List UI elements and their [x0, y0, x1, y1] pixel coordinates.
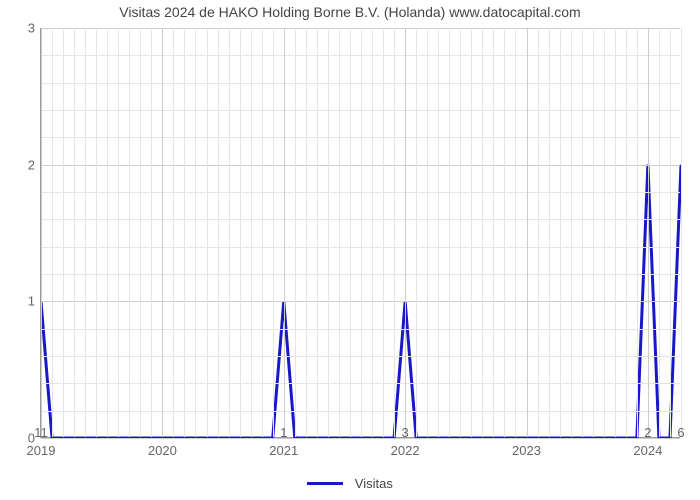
grid-line-v [571, 28, 572, 437]
grid-line-v [681, 28, 682, 437]
value-label: 6 [677, 425, 684, 440]
grid-line-v [85, 28, 86, 437]
grid-line-v [339, 28, 340, 437]
grid-line-v [471, 28, 472, 437]
grid-line-v [582, 28, 583, 437]
grid-line-v [74, 28, 75, 437]
legend-label: Visitas [355, 476, 393, 491]
grid-line-v [659, 28, 660, 437]
grid-line-v [350, 28, 351, 437]
grid-line-v [129, 28, 130, 437]
grid-line-v [615, 28, 616, 437]
grid-line-v [229, 28, 230, 437]
grid-line-v [262, 28, 263, 437]
grid-line-v [41, 28, 42, 437]
grid-line-v [140, 28, 141, 437]
x-tick-label: 2024 [633, 437, 662, 458]
grid-line-v [361, 28, 362, 437]
grid-line-v [604, 28, 605, 437]
grid-line-v [449, 28, 450, 437]
x-tick-label: 2020 [148, 437, 177, 458]
grid-line-v [328, 28, 329, 437]
plot-area: 0123201920202021202220232024111326 [40, 28, 680, 438]
grid-line-v [416, 28, 417, 437]
grid-line-v [405, 28, 406, 437]
grid-line-v [549, 28, 550, 437]
grid-line-v [151, 28, 152, 437]
y-tick-label: 2 [28, 157, 41, 172]
y-tick-label: 1 [28, 294, 41, 309]
x-tick-label: 2019 [27, 437, 56, 458]
grid-line-v [207, 28, 208, 437]
grid-line-v [482, 28, 483, 437]
x-tick-label: 2021 [269, 437, 298, 458]
grid-line-h [41, 438, 680, 439]
legend: Visitas [0, 475, 700, 491]
grid-line-v [295, 28, 296, 437]
grid-line-v [427, 28, 428, 437]
grid-line-v [52, 28, 53, 437]
grid-line-v [593, 28, 594, 437]
grid-line-v [538, 28, 539, 437]
grid-line-v [383, 28, 384, 437]
grid-line-v [273, 28, 274, 437]
grid-line-v [162, 28, 163, 437]
grid-line-v [504, 28, 505, 437]
grid-line-v [626, 28, 627, 437]
grid-line-v [527, 28, 528, 437]
grid-line-v [96, 28, 97, 437]
grid-line-v [317, 28, 318, 437]
value-label: 3 [402, 425, 409, 440]
grid-line-v [218, 28, 219, 437]
value-label: 2 [644, 425, 651, 440]
grid-line-v [372, 28, 373, 437]
grid-line-v [515, 28, 516, 437]
y-tick-label: 3 [28, 21, 41, 36]
grid-line-v [195, 28, 196, 437]
grid-line-v [251, 28, 252, 437]
grid-line-v [107, 28, 108, 437]
x-tick-label: 2023 [512, 437, 541, 458]
grid-line-v [394, 28, 395, 437]
grid-line-v [173, 28, 174, 437]
grid-line-v [670, 28, 671, 437]
grid-line-v [460, 28, 461, 437]
grid-line-v [637, 28, 638, 437]
x-tick-label: 2022 [391, 437, 420, 458]
grid-line-v [184, 28, 185, 437]
grid-line-v [118, 28, 119, 437]
grid-line-v [438, 28, 439, 437]
grid-line-v [284, 28, 285, 437]
grid-line-v [63, 28, 64, 437]
grid-line-v [648, 28, 649, 437]
chart-container: Visitas 2024 de HAKO Holding Borne B.V. … [0, 0, 700, 500]
chart-title: Visitas 2024 de HAKO Holding Borne B.V. … [0, 4, 700, 20]
value-label: 11 [34, 425, 48, 440]
grid-line-v [306, 28, 307, 437]
grid-line-v [240, 28, 241, 437]
grid-line-v [560, 28, 561, 437]
value-label: 1 [280, 425, 287, 440]
legend-swatch [307, 482, 343, 485]
grid-line-v [493, 28, 494, 437]
